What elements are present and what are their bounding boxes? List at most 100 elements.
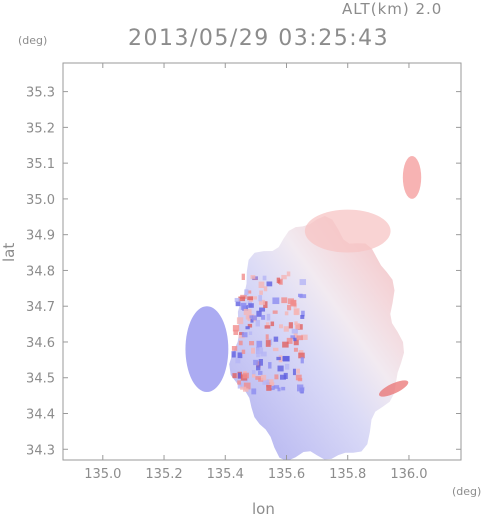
clutter-pixel: [293, 347, 298, 352]
clutter-pixel: [258, 281, 265, 289]
clutter-pixel: [298, 352, 305, 359]
clutter-pixel: [301, 310, 305, 317]
clutter-pixel: [258, 295, 263, 302]
clutter-pixel: [272, 310, 278, 314]
clutter-pixel: [300, 357, 304, 364]
clutter-pixel: [284, 363, 290, 370]
clutter-pixel: [234, 297, 240, 302]
clutter-pixel: [256, 340, 263, 348]
clutter-pixel: [238, 372, 242, 379]
clutter-pixel: [262, 379, 270, 385]
clutter-pixel: [266, 384, 272, 391]
clutter-pixel: [241, 349, 246, 354]
x-axis-label: lon: [252, 500, 275, 518]
clutter-pixel: [247, 309, 252, 315]
clutter-pixel: [269, 382, 275, 386]
main-echo: [229, 216, 404, 460]
clutter-pixel: [268, 362, 272, 369]
clutter-pixel: [251, 370, 256, 375]
x-tick-label: 135.4: [207, 467, 244, 482]
clutter-pixel: [247, 296, 253, 301]
clutter-pixel: [298, 350, 304, 356]
clutter-pixel: [272, 297, 280, 305]
clutter-pixel: [231, 351, 236, 358]
clutter-pixel: [293, 337, 297, 342]
clutter-pixel: [250, 318, 254, 323]
clutter-pixel: [281, 386, 286, 391]
northern-band: [304, 209, 391, 253]
clutter-pixel: [266, 281, 273, 287]
clutter-pixel: [283, 326, 289, 332]
clutter-pixel: [232, 325, 240, 332]
clutter-pixel: [236, 317, 244, 325]
clutter-pixel: [231, 346, 238, 351]
timestamp-title: 2013/05/29 03:25:43: [128, 26, 390, 51]
clutter-pixel: [238, 340, 243, 346]
clutter-pixel: [284, 311, 289, 316]
clutter-pixel: [279, 278, 283, 285]
clutter-pixel: [237, 352, 243, 359]
clutter-pixel: [292, 368, 296, 376]
clutter-pixel: [240, 386, 247, 390]
clutter-pixel: [250, 275, 256, 279]
clutter-pixel: [299, 294, 307, 299]
clutter-pixel: [253, 359, 259, 366]
y-tick-label: 35.2: [26, 121, 55, 136]
clutter-pixel: [247, 290, 252, 294]
clutter-pixel: [282, 341, 289, 348]
clutter-pixel: [264, 325, 271, 329]
clutter-pixel: [293, 332, 298, 339]
y-tick-label: 34.8: [26, 264, 55, 279]
clutter-pixel: [265, 340, 271, 347]
clutter-pixel: [277, 387, 281, 392]
clutter-pixel: [252, 373, 256, 378]
altitude-label: ALT(km) 2.0: [342, 0, 443, 18]
clutter-pixel: [300, 314, 305, 319]
clutter-pixel: [270, 385, 275, 391]
y-axis-unit: (deg): [18, 34, 48, 47]
axis-ticks: 135.0 135.2 135.4 135.6 135.8 136.0 34.3 34.4 34…: [26, 63, 461, 482]
clutter-pixel: [299, 279, 307, 286]
clutter-pixel: [277, 365, 284, 372]
clutter-pixel: [258, 359, 263, 366]
clutter-pixel: [274, 374, 279, 380]
clutter-pixel: [286, 337, 293, 344]
clutter-pixel: [296, 335, 303, 341]
clutter-pixel: [239, 332, 244, 336]
clutter-pixel: [249, 341, 255, 346]
y-tick-label: 34.4: [26, 408, 55, 423]
y-tick-label: 34.6: [26, 336, 55, 351]
clutter-pixel: [256, 310, 262, 317]
clutter-pixel: [238, 296, 246, 302]
clutter-pixel: [273, 385, 280, 389]
clutter-pixel: [276, 356, 281, 361]
clutter-pixel: [290, 335, 296, 340]
clutter-pixel: [251, 296, 258, 300]
clutter-pixel: [256, 350, 260, 358]
y-tick-label: 34.9: [26, 229, 55, 244]
clutter-pixel: [245, 326, 250, 330]
clutter-pixel: [245, 315, 250, 320]
clutter-pixel: [299, 387, 305, 393]
y-tick-label: 35.3: [26, 86, 55, 101]
clutter-pixel: [296, 368, 300, 374]
north-east-cell: [402, 155, 422, 199]
clutter-pixel: [262, 275, 267, 281]
clutter-pixel: [301, 334, 308, 340]
y-tick-label: 34.3: [26, 443, 55, 458]
clutter-pixel: [294, 323, 300, 330]
y-tick-label: 35.1: [26, 157, 55, 172]
clutter-pixel: [282, 356, 290, 362]
clutter-pixel: [265, 322, 270, 327]
clutter-pixel: [237, 382, 243, 389]
x-tick-label: 135.6: [268, 467, 305, 482]
clutter-pixel: [291, 328, 298, 334]
clutter-pixel: [273, 336, 279, 342]
clutter-pixel: [244, 289, 249, 296]
clutter-pixel: [251, 315, 257, 321]
clutter-pixel: [280, 374, 286, 380]
clutter-pixel: [243, 308, 248, 316]
clutter-pixel: [237, 380, 241, 385]
clutter-pixel: [281, 297, 288, 304]
clutter-pixel: [255, 376, 262, 380]
